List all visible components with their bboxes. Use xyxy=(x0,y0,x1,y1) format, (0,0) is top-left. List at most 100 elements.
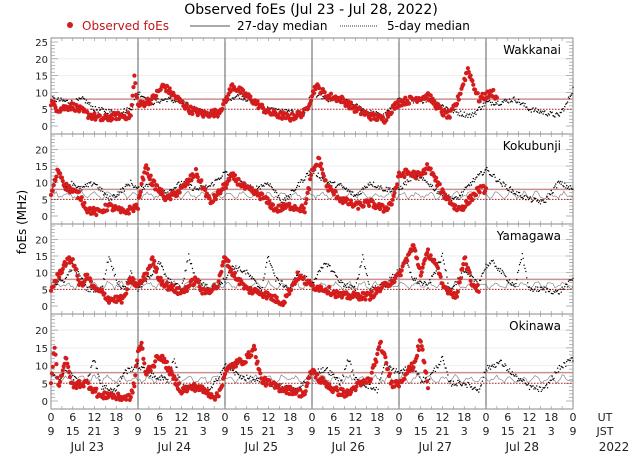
median-5day-point xyxy=(546,115,549,117)
median-5day-point xyxy=(498,270,501,272)
median-5day-point xyxy=(503,365,505,368)
median-5day-point xyxy=(280,383,282,385)
median-5day-point xyxy=(437,367,439,369)
median-5day-point xyxy=(554,185,556,187)
median-5day-point xyxy=(382,367,385,369)
median-5day-point xyxy=(99,186,101,188)
median-5day-point xyxy=(160,379,162,381)
median-5day-point xyxy=(172,360,174,363)
median-5day-point xyxy=(481,106,484,108)
observed-foes-point xyxy=(150,255,155,260)
median-5day-point xyxy=(213,184,215,186)
observed-foes-point xyxy=(190,111,195,116)
median-5day-point xyxy=(512,373,514,376)
median-5day-point xyxy=(472,276,474,278)
y-tick-label: 20 xyxy=(35,145,48,156)
y-tick-label: 15 xyxy=(35,72,48,83)
observed-foes-point xyxy=(164,280,170,285)
median-5day-point xyxy=(463,382,465,384)
median-5day-point xyxy=(421,282,423,284)
median-5day-point xyxy=(445,367,447,369)
observed-foes-point xyxy=(392,190,397,195)
x-tick-label-ut: 18 xyxy=(283,411,297,424)
median-5day-point xyxy=(433,367,435,369)
median-5day-point xyxy=(362,187,364,189)
median-5day-point xyxy=(97,187,99,189)
median-5day-point xyxy=(158,379,160,381)
observed-foes-point xyxy=(54,174,59,179)
median-5day-point xyxy=(539,110,542,112)
median-5day-point xyxy=(501,185,503,187)
observed-foes-point xyxy=(169,369,174,374)
median-5day-point xyxy=(175,186,177,189)
median-5day-point xyxy=(441,355,444,358)
median-5day-point xyxy=(217,178,219,180)
median-5day-point xyxy=(506,99,508,101)
median-5day-point xyxy=(160,262,162,264)
median-5day-point xyxy=(85,289,88,291)
median-5day-point xyxy=(87,290,89,293)
median-5day-point xyxy=(176,283,178,285)
observed-foes-point xyxy=(425,250,430,256)
median-5day-point xyxy=(108,199,110,202)
median-5day-point xyxy=(480,275,483,277)
median-5day-point xyxy=(237,267,240,269)
observed-foes-point xyxy=(446,197,451,202)
observed-foes-point xyxy=(176,285,181,291)
observed-foes-point xyxy=(67,184,72,189)
observed-foes-point xyxy=(333,189,338,194)
median-5day-point xyxy=(339,384,341,386)
observed-foes-point xyxy=(59,373,64,378)
x-tick-label-jst: 21 xyxy=(262,425,276,438)
observed-foes-point xyxy=(133,373,138,378)
median-5day-point xyxy=(153,376,155,378)
median-5day-point xyxy=(100,108,102,111)
median-5day-point xyxy=(517,380,519,382)
median-5day-point xyxy=(442,105,445,107)
median-5day-point xyxy=(493,363,495,366)
y-tick-label: 5 xyxy=(42,105,48,116)
median-5day-point xyxy=(571,279,573,281)
median-5day-point xyxy=(540,390,542,393)
median-5day-point xyxy=(119,285,121,287)
observed-foes-point xyxy=(421,261,426,266)
median-5day-point xyxy=(277,279,280,281)
median-5day-point xyxy=(423,381,426,383)
median-5day-point xyxy=(375,386,377,389)
median-5day-point xyxy=(475,113,477,116)
median-5day-point xyxy=(269,183,271,185)
median-5day-point xyxy=(62,280,64,282)
median-5day-point xyxy=(305,279,307,281)
median-5day-point xyxy=(98,375,100,377)
median-5day-point xyxy=(548,114,551,116)
median-5day-point xyxy=(103,278,106,280)
observed-foes-point xyxy=(425,379,430,384)
median-5day-point xyxy=(399,372,401,374)
median-5day-point xyxy=(494,176,496,178)
median-5day-point xyxy=(53,97,56,99)
median-5day-point xyxy=(315,278,318,280)
median-5day-point xyxy=(285,109,288,111)
median-5day-point xyxy=(313,172,315,174)
median-5day-point xyxy=(255,280,257,282)
observed-foes-point xyxy=(282,300,287,305)
median-5day-point xyxy=(327,263,329,265)
median-5day-point xyxy=(279,284,281,286)
median-5day-point xyxy=(276,196,279,199)
observed-foes-point xyxy=(255,359,260,364)
median-5day-point xyxy=(442,359,445,362)
median-5day-point xyxy=(181,282,184,284)
median-5day-point xyxy=(210,386,213,388)
x-tick-label-jst: 15 xyxy=(414,425,428,438)
observed-foes-point xyxy=(130,93,135,98)
median-5day-point xyxy=(534,386,536,389)
median-5day-point xyxy=(375,111,377,113)
median-5day-point xyxy=(503,182,505,184)
median-5day-point xyxy=(504,98,506,101)
median-5day-point xyxy=(492,259,494,261)
median-5day-point xyxy=(247,273,250,275)
median-5day-point xyxy=(119,191,121,193)
median-5day-point xyxy=(236,95,238,97)
median-5day-point xyxy=(369,383,371,386)
